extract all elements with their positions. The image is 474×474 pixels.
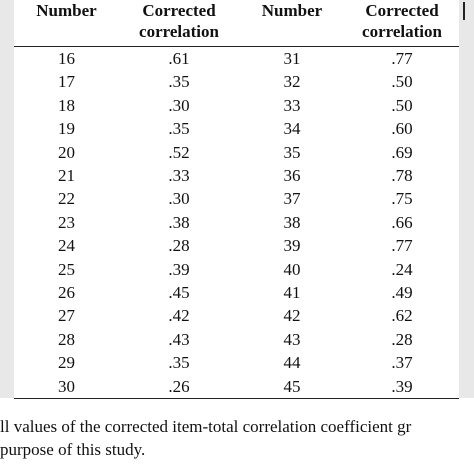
correlation-value-cell: .42	[168, 306, 190, 326]
correlation-value-cell: .35	[168, 72, 190, 92]
correlation-value-cell: .43	[168, 329, 190, 349]
item-number-cell: 16	[58, 49, 75, 68]
item-number-cell: 23	[58, 212, 75, 232]
table-row: 18 .30 33 .50	[14, 94, 459, 117]
correlation-value-cell: .35	[168, 119, 190, 139]
table-row: 28 .43 43 .28	[14, 328, 459, 351]
table-row: 21 .33 36 .78	[14, 164, 459, 187]
table-row: 20 .52 35 .69	[14, 141, 459, 164]
correlation-value-cell: .24	[391, 259, 413, 279]
correlation-value-cell: .28	[391, 329, 413, 349]
item-number-cell: 42	[283, 306, 301, 326]
correlation-value-cell: .60	[391, 119, 413, 139]
correlation-value-cell: .30	[168, 95, 190, 115]
item-number-cell: 24	[58, 236, 75, 256]
item-number-cell: 38	[283, 212, 301, 232]
left-shaded-column	[0, 0, 14, 398]
header-text: Corrected correlation	[139, 1, 219, 41]
table-row: 29 .35 44 .37	[14, 351, 459, 374]
correlation-value-cell: .69	[391, 142, 413, 162]
item-number-cell: 28	[58, 329, 75, 349]
correlation-value-cell: .49	[391, 283, 413, 303]
header-text: Corrected correlation	[362, 1, 442, 41]
item-number-cell: 26	[58, 283, 75, 303]
cropped-header-mark	[463, 2, 465, 20]
table-row: 22 .30 37 .75	[14, 187, 459, 210]
correlation-value-cell: .37	[391, 353, 413, 373]
correlation-value-cell: .38	[168, 212, 190, 232]
table-row: 27 .42 42 .62	[14, 304, 459, 327]
item-number-cell: 45	[283, 376, 301, 396]
correlation-value-cell: .30	[168, 189, 190, 209]
table-body: 16 .61 31 .77 17 .35 32 .50 18 .30 33 .50 19 .35 34 .60…	[14, 47, 459, 399]
item-number-cell: 22	[58, 189, 75, 209]
correlation-value-cell: .52	[168, 142, 190, 162]
right-shaded-column	[459, 0, 474, 398]
table-row: 17 .35 32 .50	[14, 70, 459, 93]
item-number-cell: 36	[283, 166, 301, 186]
correlation-value-cell: .26	[168, 376, 190, 396]
table-row: 19 .35 34 .60	[14, 117, 459, 140]
correlation-value-cell: .50	[391, 95, 413, 115]
correlation-value-cell: .28	[168, 236, 190, 256]
header-number-1: Number	[14, 0, 119, 47]
correlation-value-cell: .33	[168, 166, 190, 186]
header-number-2: Number	[239, 0, 345, 47]
correlation-value-cell: .35	[168, 353, 190, 373]
correlation-value-cell: .62	[391, 306, 413, 326]
correlation-value-cell: .61	[168, 49, 190, 68]
item-number-cell: 25	[58, 259, 75, 279]
footnote-line-2: purpose of this study.	[0, 440, 146, 459]
item-number-cell: 31	[283, 49, 301, 68]
correlation-value-cell: .39	[168, 259, 190, 279]
correlation-value-cell: .50	[391, 72, 413, 92]
correlation-table-container: Number Corrected correlation Number Corr…	[14, 0, 459, 399]
header-corrected-correlation-2: Corrected correlation	[345, 0, 459, 47]
item-number-cell: 37	[283, 189, 301, 209]
header-row: Number Corrected correlation Number Corr…	[14, 0, 459, 47]
item-number-cell: 41	[283, 283, 301, 303]
table-footnote: ll values of the corrected item-total co…	[0, 415, 474, 461]
item-number-cell: 29	[58, 353, 75, 373]
correlation-value-cell: .75	[391, 189, 413, 209]
item-number-cell: 43	[283, 329, 301, 349]
correlation-value-cell: .45	[168, 283, 190, 303]
item-number-cell: 33	[283, 95, 301, 115]
correlation-value-cell: .78	[391, 166, 413, 186]
table-row: 24 .28 39 .77	[14, 234, 459, 257]
item-number-cell: 17	[58, 72, 75, 92]
item-number-cell: 27	[58, 306, 75, 326]
item-number-cell: 39	[283, 236, 301, 256]
correlation-table: Number Corrected correlation Number Corr…	[14, 0, 459, 399]
item-number-cell: 18	[58, 95, 75, 115]
table-row: 26 .45 41 .49	[14, 281, 459, 304]
footnote-line-1: ll values of the corrected item-total co…	[0, 417, 412, 436]
table-row: 30 .26 45 .39	[14, 375, 459, 399]
table-row: 23 .38 38 .66	[14, 211, 459, 234]
table-row: 25 .39 40 .24	[14, 258, 459, 281]
header-corrected-correlation-1: Corrected correlation	[119, 0, 239, 47]
correlation-value-cell: .39	[391, 376, 413, 396]
item-number-cell: 19	[58, 119, 75, 139]
item-number-cell: 40	[283, 259, 301, 279]
item-number-cell: 20	[58, 142, 75, 162]
item-number-cell: 21	[58, 166, 75, 186]
correlation-value-cell: .77	[391, 236, 413, 256]
item-number-cell: 44	[283, 353, 301, 373]
item-number-cell: 32	[283, 72, 301, 92]
item-number-cell: 30	[58, 376, 75, 396]
correlation-value-cell: .77	[391, 49, 413, 68]
item-number-cell: 34	[283, 119, 301, 139]
item-number-cell: 35	[283, 142, 301, 162]
table-row: 16 .61 31 .77	[14, 47, 459, 71]
correlation-value-cell: .66	[391, 212, 413, 232]
